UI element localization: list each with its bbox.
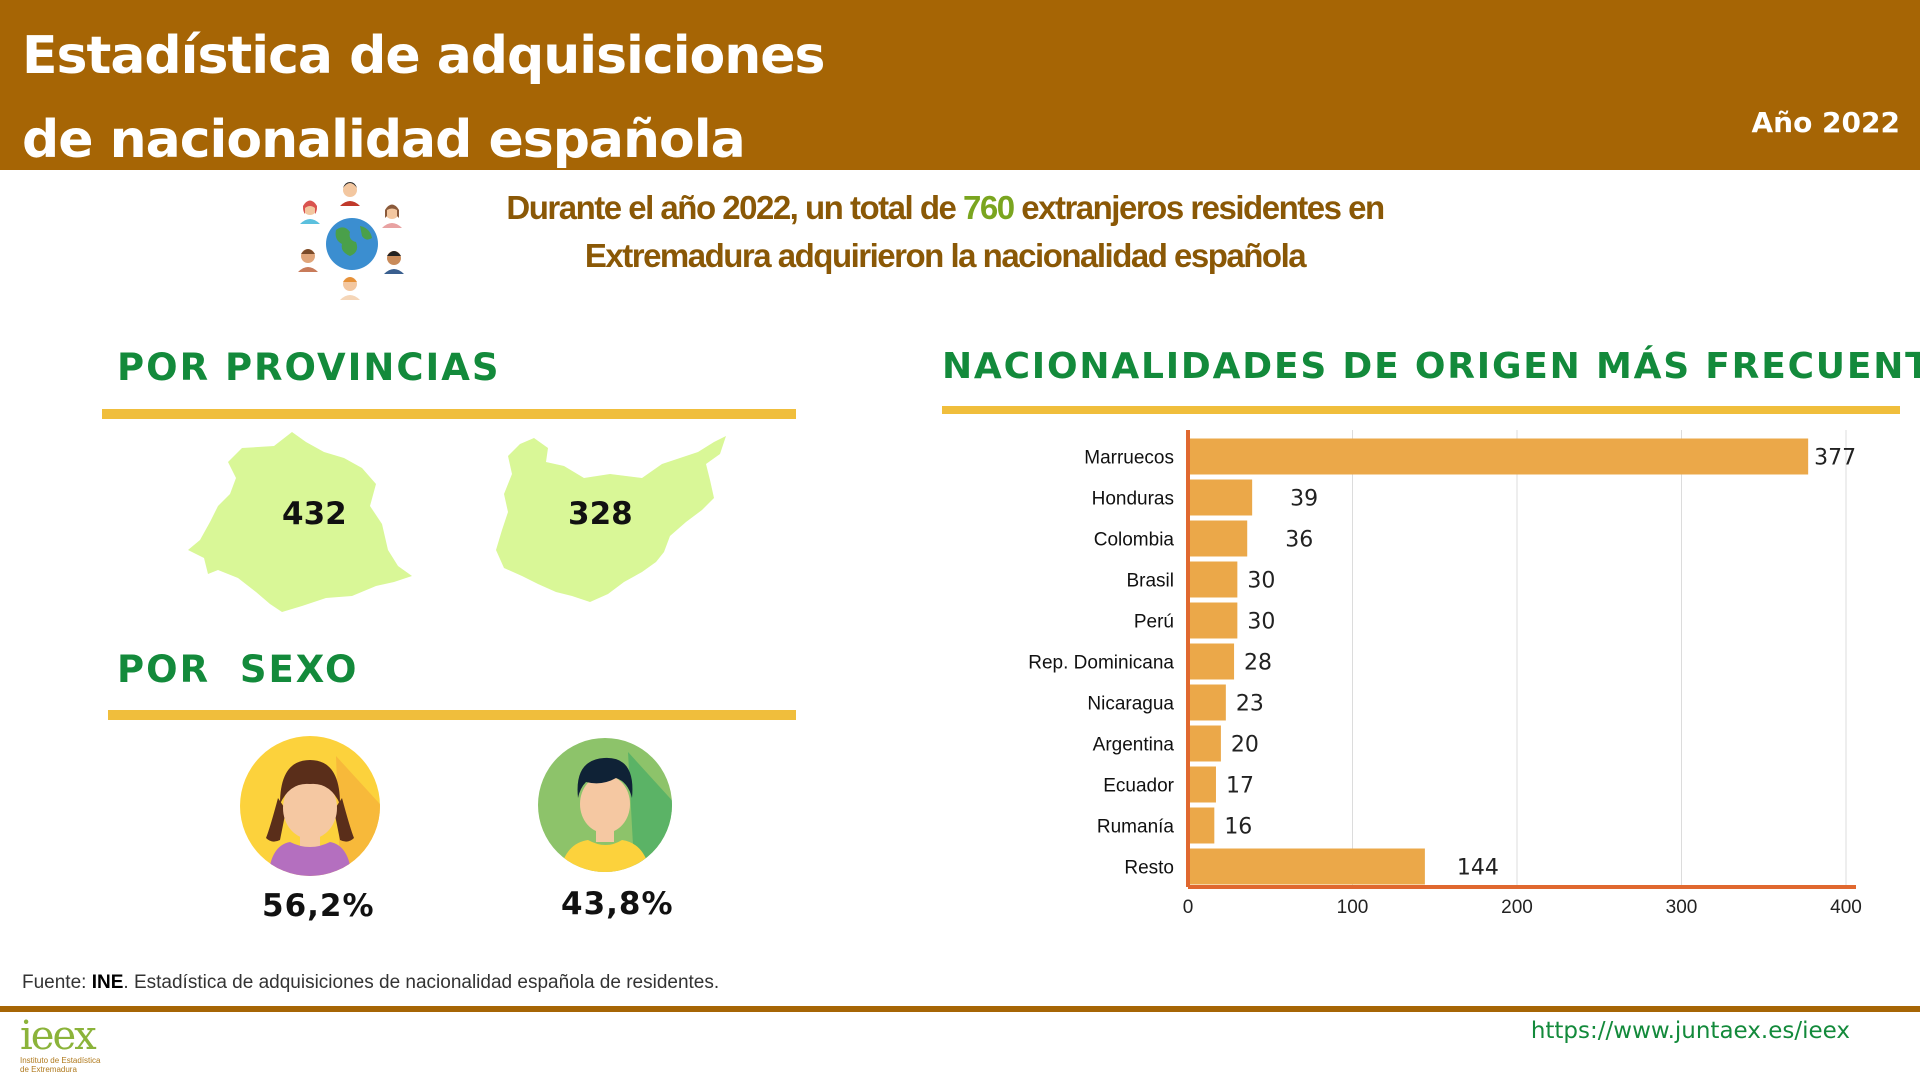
- bar: [1188, 684, 1226, 721]
- website-link[interactable]: https://www.juntaex.es/ieex: [1530, 1018, 1850, 1044]
- category-label: Resto: [1124, 858, 1174, 879]
- header-bar: [0, 0, 1920, 170]
- bar: [1188, 807, 1215, 844]
- bar: [1188, 643, 1235, 680]
- x-tick-label: 0: [1183, 897, 1194, 918]
- nationalities-rule: [942, 406, 1900, 414]
- category-label: Rep. Dominicana: [1028, 653, 1174, 674]
- man-avatar-icon: [538, 738, 672, 872]
- data-label: 20: [1231, 733, 1259, 758]
- badajoz-map: [496, 436, 726, 602]
- provinces-title: POR PROVINCIAS: [117, 346, 501, 389]
- category-label: Brasil: [1126, 571, 1174, 592]
- badajoz-value: 328: [568, 496, 633, 532]
- person-icon: [382, 204, 402, 228]
- data-label: 23: [1236, 692, 1264, 717]
- data-label: 36: [1285, 528, 1313, 553]
- intro-text: Durante el año 2022, un total de 760 ext…: [480, 184, 1410, 280]
- category-label: Colombia: [1094, 530, 1175, 551]
- category-label: Argentina: [1093, 735, 1175, 756]
- logo-text: ieex: [20, 1013, 97, 1059]
- category-label: Perú: [1134, 612, 1174, 633]
- person-icon: [340, 277, 360, 300]
- bar: [1188, 479, 1253, 516]
- person-icon: [298, 249, 318, 272]
- nationalities-title: NACIONALIDADES DE ORIGEN MÁS FRECUENTES: [942, 346, 1920, 387]
- sex-title: POR SEXO: [117, 648, 359, 691]
- men-percent: 43,8%: [561, 886, 674, 922]
- page-title: Estadística de adquisiciones de nacional…: [22, 14, 825, 182]
- category-label: Honduras: [1092, 489, 1174, 510]
- bar: [1188, 602, 1238, 639]
- nationalities-chart: 0 100 200 300 400 Marruecos 377 Honduras 39 Colom…: [1028, 430, 1862, 918]
- source-org: INE: [91, 972, 124, 993]
- bar: [1188, 438, 1809, 475]
- x-tick-label: 400: [1830, 897, 1862, 918]
- source-text: . Estadística de adquisiciones de nacion…: [123, 972, 720, 993]
- data-label: 377: [1814, 446, 1856, 471]
- intro-text-after: extranjeros residentes en: [1013, 189, 1385, 226]
- category-label: Nicaragua: [1087, 694, 1174, 715]
- logo-subtitle-2: de Extremadura: [20, 1065, 77, 1074]
- intro-line-1: Durante el año 2022, un total de 760 ext…: [480, 184, 1410, 232]
- data-label: 17: [1226, 774, 1254, 799]
- provinces-rule: [102, 409, 796, 419]
- x-tick-label: 100: [1337, 897, 1369, 918]
- title-line-2: de nacionalidad española: [22, 110, 746, 170]
- year-label: Año 2022: [1751, 106, 1900, 139]
- data-label: 30: [1247, 569, 1275, 594]
- bar: [1188, 725, 1221, 762]
- footer-rule: [0, 1006, 1920, 1012]
- bar: [1188, 520, 1248, 557]
- total-highlight: 760: [963, 189, 1015, 226]
- source-note: Fuente: INE. Estadística de adquisicione…: [22, 972, 719, 994]
- caceres-value: 432: [282, 496, 347, 532]
- person-icon: [300, 200, 320, 224]
- data-label: 28: [1244, 651, 1272, 676]
- x-tick-label: 200: [1501, 897, 1533, 918]
- logo-subtitle-1: Instituto de Estadística: [20, 1056, 101, 1065]
- people-globe-icon: [298, 182, 404, 300]
- person-icon: [340, 182, 360, 206]
- data-label: 144: [1457, 856, 1499, 881]
- bar: [1188, 766, 1216, 803]
- bar: [1188, 848, 1425, 885]
- category-label: Ecuador: [1103, 776, 1174, 797]
- data-label: 16: [1224, 815, 1252, 840]
- ieex-logo: ieex Instituto de Estadística de Extrema…: [20, 1016, 120, 1078]
- caceres-map: [188, 432, 412, 612]
- intro-text-before: Durante el año 2022, un total de: [506, 189, 964, 226]
- data-label: 39: [1290, 487, 1318, 512]
- category-label: Rumanía: [1097, 817, 1175, 838]
- person-icon: [384, 251, 404, 274]
- woman-avatar-icon: [240, 736, 380, 876]
- x-tick-label: 300: [1666, 897, 1698, 918]
- bar: [1188, 561, 1238, 598]
- source-label: Fuente:: [22, 972, 92, 993]
- women-percent: 56,2%: [262, 888, 375, 924]
- sex-rule: [108, 710, 796, 720]
- intro-line-2: Extremadura adquirieron la nacionalidad …: [584, 237, 1307, 274]
- data-label: 30: [1247, 610, 1275, 635]
- category-label: Marruecos: [1084, 448, 1174, 469]
- title-line-1: Estadística de adquisiciones: [22, 26, 825, 86]
